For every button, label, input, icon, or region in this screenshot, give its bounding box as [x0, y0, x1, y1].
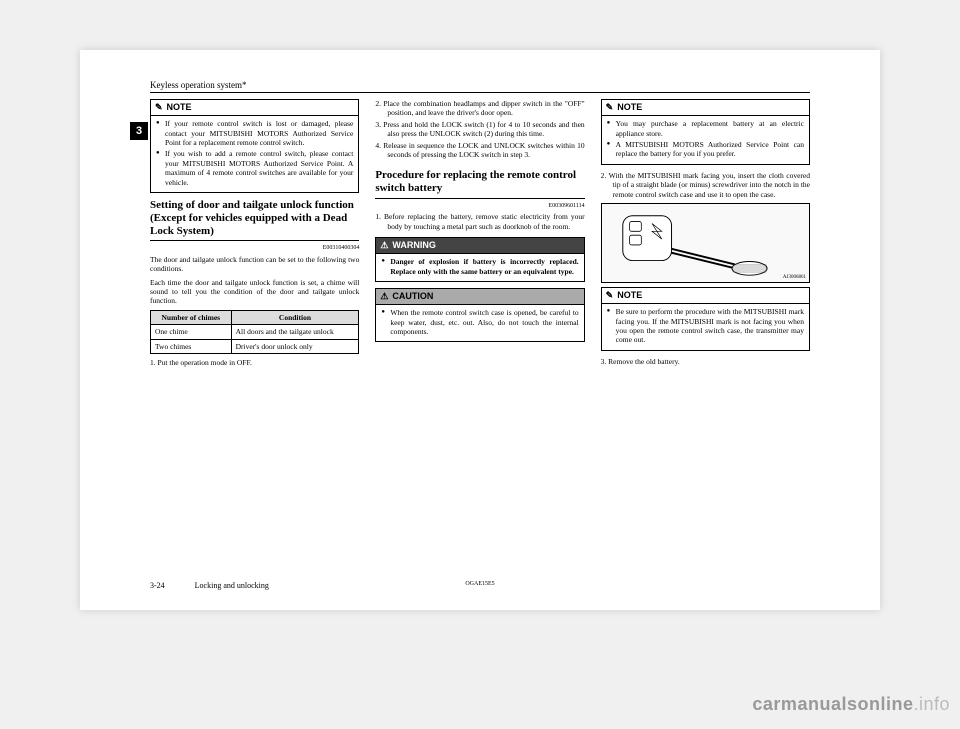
pencil-icon: ✎	[606, 290, 614, 301]
note-body: If your remote control switch is lost or…	[151, 116, 358, 192]
step-item: 2. Place the combination headlamps and d…	[375, 99, 584, 118]
note-item: A MITSUBISHI MOTORS Authorized Service P…	[607, 140, 804, 159]
caution-label: CAUTION	[392, 291, 433, 302]
warning-icon: ⚠	[380, 240, 388, 251]
warning-head: ⚠ WARNING	[376, 238, 583, 254]
section-code: E00310400304	[150, 245, 359, 253]
column-2: 2. Place the combination headlamps and d…	[375, 99, 584, 547]
key-figure: AJ3006861	[601, 203, 810, 283]
caution-head: ⚠ CAUTION	[376, 289, 583, 305]
watermark-name: carmanualsonline	[752, 694, 913, 714]
section-title: Procedure for replacing the remote contr…	[375, 169, 584, 198]
section-code: E00309601114	[375, 203, 584, 211]
step-item: 1. Put the operation mode in OFF.	[150, 358, 359, 367]
section-title: Setting of door and tailgate unlock func…	[150, 199, 359, 242]
step-item: 1. Before replacing the battery, remove …	[375, 212, 584, 231]
watermark: carmanualsonline.info	[752, 694, 950, 715]
warning-body: Danger of explosion if battery is incorr…	[376, 254, 583, 281]
step-item: 2. With the MITSUBISHI mark facing you, …	[601, 171, 810, 199]
table-cell: Two chimes	[151, 339, 232, 353]
pencil-icon: ✎	[606, 102, 614, 113]
note-label: NOTE	[617, 102, 642, 113]
note-body: Be sure to perform the procedure with th…	[602, 304, 809, 350]
step-item: 3. Press and hold the LOCK switch (1) fo…	[375, 120, 584, 139]
pencil-icon: ✎	[155, 102, 163, 113]
table-cell: All doors and the tailgate unlock	[231, 325, 359, 339]
body-text: Each time the door and tailgate unlock f…	[150, 278, 359, 306]
note-item: If you wish to add a remote control swit…	[156, 149, 353, 187]
note-item: Be sure to perform the procedure with th…	[607, 307, 804, 345]
page-header: Keyless operation system*	[150, 80, 810, 93]
caution-icon: ⚠	[380, 291, 388, 302]
note-box: ✎ NOTE You may purchase a replacement ba…	[601, 99, 810, 165]
note-head: ✎ NOTE	[151, 100, 358, 116]
table-header: Number of chimes	[151, 310, 232, 324]
watermark-tld: .info	[913, 694, 950, 714]
footer-section: Locking and unlocking	[195, 581, 269, 590]
note-body: You may purchase a replacement battery a…	[602, 116, 809, 164]
warning-item: Danger of explosion if battery is incorr…	[381, 257, 578, 276]
chapter-tab: 3	[130, 122, 148, 140]
note-label: NOTE	[167, 102, 192, 113]
table-header: Condition	[231, 310, 359, 324]
footer-doc-code: OGAE15E5	[465, 581, 494, 587]
figure-code: AJ3006861	[783, 275, 806, 281]
warning-box: ⚠ WARNING Danger of explosion if battery…	[375, 237, 584, 282]
content-columns: ✎ NOTE If your remote control switch is …	[150, 99, 810, 547]
page-footer: 3-24 Locking and unlocking OGAE15E5	[150, 577, 810, 590]
key-illustration	[602, 204, 809, 282]
note-head: ✎ NOTE	[602, 100, 809, 116]
manual-page: Keyless operation system* 3 ✎ NOTE If yo…	[80, 50, 880, 610]
caution-item: When the remote control switch case is o…	[381, 308, 578, 336]
note-item: You may purchase a replacement battery a…	[607, 119, 804, 138]
caution-body: When the remote control switch case is o…	[376, 305, 583, 341]
column-1: ✎ NOTE If your remote control switch is …	[150, 99, 359, 547]
warning-label: WARNING	[392, 240, 436, 251]
note-box: ✎ NOTE Be sure to perform the procedure …	[601, 287, 810, 351]
conditions-table: Number of chimes Condition One chime All…	[150, 310, 359, 354]
step-item: 4. Release in sequence the LOCK and UNLO…	[375, 141, 584, 160]
table-cell: One chime	[151, 325, 232, 339]
step-item: 3. Remove the old battery.	[601, 357, 810, 366]
caution-box: ⚠ CAUTION When the remote control switch…	[375, 288, 584, 342]
table-row: Two chimes Driver's door unlock only	[151, 339, 359, 353]
note-item: If your remote control switch is lost or…	[156, 119, 353, 147]
note-label: NOTE	[617, 290, 642, 301]
note-head: ✎ NOTE	[602, 288, 809, 304]
table-row: One chime All doors and the tailgate unl…	[151, 325, 359, 339]
table-cell: Driver's door unlock only	[231, 339, 359, 353]
body-text: The door and tailgate unlock function ca…	[150, 255, 359, 274]
page-number: 3-24	[150, 581, 165, 590]
column-3: ✎ NOTE You may purchase a replacement ba…	[601, 99, 810, 547]
note-box: ✎ NOTE If your remote control switch is …	[150, 99, 359, 193]
